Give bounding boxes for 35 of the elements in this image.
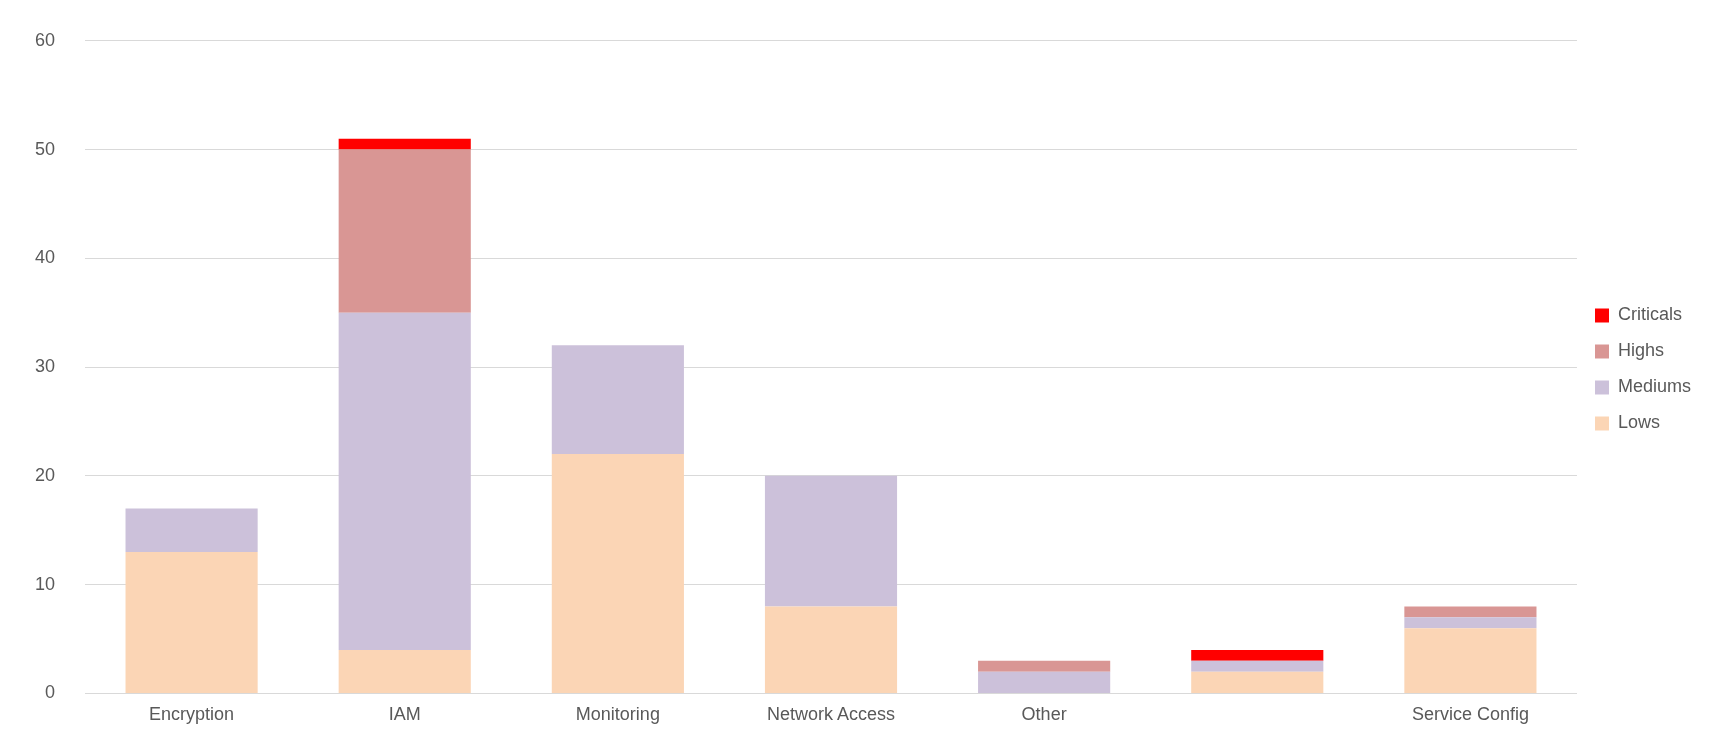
- bar: [1404, 628, 1537, 693]
- x-tick-label: Service Config: [1411, 704, 1529, 725]
- bar: [764, 475, 898, 607]
- y-tick-label: 40: [34, 247, 56, 268]
- y-tick-label: 60: [34, 29, 56, 50]
- x-tick-label: Monitoring: [575, 704, 660, 725]
- legend-label: Highs: [1617, 340, 1665, 361]
- bar: [551, 345, 684, 455]
- legend-label: Criticals: [1617, 304, 1682, 325]
- bar: [978, 671, 1111, 693]
- legend-label: Mediums: [1617, 376, 1692, 397]
- x-tick-label: Network Access: [766, 704, 896, 725]
- bar: [338, 149, 471, 313]
- x-tick-label: Encryption: [149, 704, 235, 725]
- bar: [125, 552, 258, 693]
- bar: [1191, 660, 1324, 672]
- bar: [338, 138, 471, 150]
- bar: [1191, 649, 1324, 661]
- bar: [1404, 606, 1537, 618]
- y-tick-label: 0: [45, 682, 56, 703]
- bar: [1191, 671, 1324, 693]
- y-tick-label: 50: [34, 138, 56, 159]
- y-tick-label: 10: [34, 573, 56, 594]
- bar: [764, 606, 898, 693]
- bar: [978, 660, 1111, 672]
- x-tick-label: IAM: [388, 704, 421, 725]
- bar: [338, 649, 471, 693]
- bar: [551, 454, 684, 693]
- y-tick-label: 20: [34, 464, 56, 485]
- bar: [338, 312, 471, 650]
- bar: [125, 508, 258, 552]
- bar: [1404, 617, 1537, 629]
- legend-label: Lows: [1617, 412, 1661, 433]
- y-tick-label: 30: [34, 356, 56, 377]
- x-tick-label: Other: [1021, 704, 1067, 725]
